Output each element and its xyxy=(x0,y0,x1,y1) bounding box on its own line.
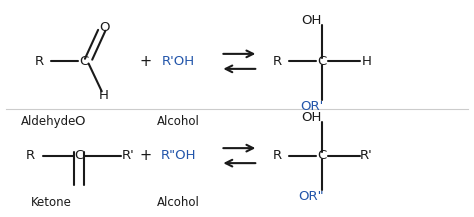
Text: OR": OR" xyxy=(299,190,324,203)
Text: R: R xyxy=(273,55,282,68)
Text: R': R' xyxy=(360,149,373,162)
Text: H: H xyxy=(362,55,372,68)
Text: OR': OR' xyxy=(300,100,323,113)
Text: C: C xyxy=(79,55,89,68)
Text: O: O xyxy=(99,21,109,34)
Text: R: R xyxy=(273,149,282,162)
Text: +: + xyxy=(139,148,151,163)
Text: O: O xyxy=(74,115,84,128)
Text: Aldehyde: Aldehyde xyxy=(21,115,76,128)
Text: C: C xyxy=(74,149,84,162)
Text: Alcohol: Alcohol xyxy=(157,196,200,209)
Text: C: C xyxy=(317,149,327,162)
Text: R'OH: R'OH xyxy=(162,55,195,68)
Text: R: R xyxy=(35,55,44,68)
Text: Ketone: Ketone xyxy=(30,196,71,209)
Text: Alcohol: Alcohol xyxy=(157,115,200,128)
Text: R: R xyxy=(26,149,35,162)
Text: OH: OH xyxy=(301,111,322,123)
Text: OH: OH xyxy=(301,14,322,27)
Text: +: + xyxy=(139,54,151,69)
Text: H: H xyxy=(99,89,109,102)
Text: R"OH: R"OH xyxy=(160,149,196,162)
Text: C: C xyxy=(317,55,327,68)
Text: R': R' xyxy=(121,149,134,162)
